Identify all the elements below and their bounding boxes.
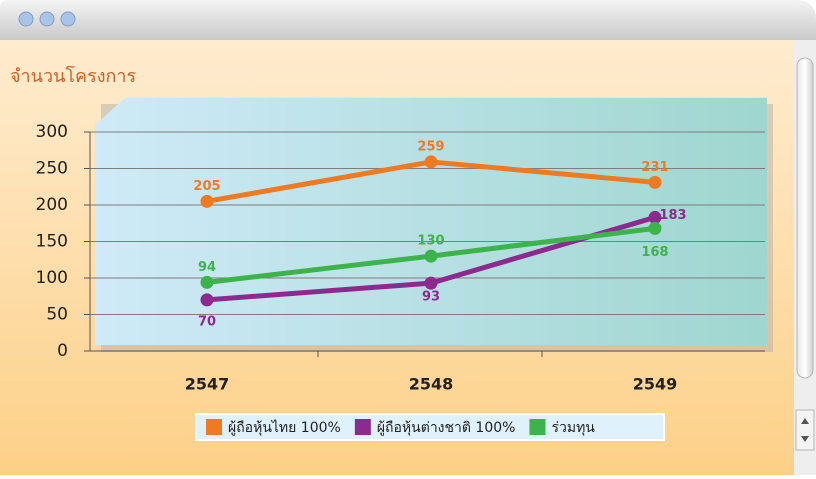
data-point xyxy=(424,276,438,290)
y-axis-title: จำนวนโครงการ xyxy=(10,65,137,87)
legend-swatch xyxy=(354,419,371,435)
window-button[interactable] xyxy=(60,11,76,27)
legend: ผู้ถือหุ้นไทย 100% ผู้ถือหุ้นต่างชาติ 100… xyxy=(195,413,665,441)
data-label: 93 xyxy=(422,290,440,305)
data-label: 130 xyxy=(417,234,444,249)
scroll-arrows[interactable] xyxy=(795,409,815,451)
data-point xyxy=(648,210,662,224)
legend-label: ร่วมทุน xyxy=(551,420,595,436)
y-tick-label: 250 xyxy=(36,159,68,179)
data-label: 168 xyxy=(641,245,668,260)
data-point xyxy=(648,175,662,189)
legend-swatch xyxy=(206,419,222,435)
legend-label: ผู้ถือหุ้นต่างชาติ 100% xyxy=(377,420,516,436)
data-point xyxy=(648,221,662,235)
data-label: 205 xyxy=(193,179,220,194)
scrollbar-thumb[interactable] xyxy=(796,57,814,379)
window-button[interactable] xyxy=(39,11,55,27)
title-bar xyxy=(0,0,816,40)
y-tick-label: 0 xyxy=(57,341,68,361)
data-label: 70 xyxy=(198,314,216,329)
data-point xyxy=(200,275,214,289)
x-tick-label: 2548 xyxy=(409,375,454,394)
data-point xyxy=(424,249,438,263)
legend-swatch xyxy=(529,419,546,435)
data-point xyxy=(424,155,438,169)
window-button[interactable] xyxy=(18,11,34,27)
y-tick-label: 200 xyxy=(36,195,68,215)
data-point xyxy=(200,194,214,208)
legend-box xyxy=(195,413,665,441)
y-tick-label: 150 xyxy=(36,232,68,252)
y-tick-label: 300 xyxy=(36,122,68,142)
data-label: 231 xyxy=(641,160,668,175)
data-label: 183 xyxy=(659,208,686,223)
y-tick-label: 100 xyxy=(36,268,68,288)
scroll-arrow-icon xyxy=(801,418,809,442)
x-tick-label: 2547 xyxy=(185,375,230,394)
data-point xyxy=(200,293,214,307)
legend-label: ผู้ถือหุ้นไทย 100% xyxy=(228,419,341,436)
plot-area xyxy=(95,98,767,345)
data-label: 259 xyxy=(417,139,444,154)
x-tick-label: 2549 xyxy=(633,375,678,394)
y-tick-label: 50 xyxy=(46,305,68,325)
data-label: 94 xyxy=(198,260,216,275)
